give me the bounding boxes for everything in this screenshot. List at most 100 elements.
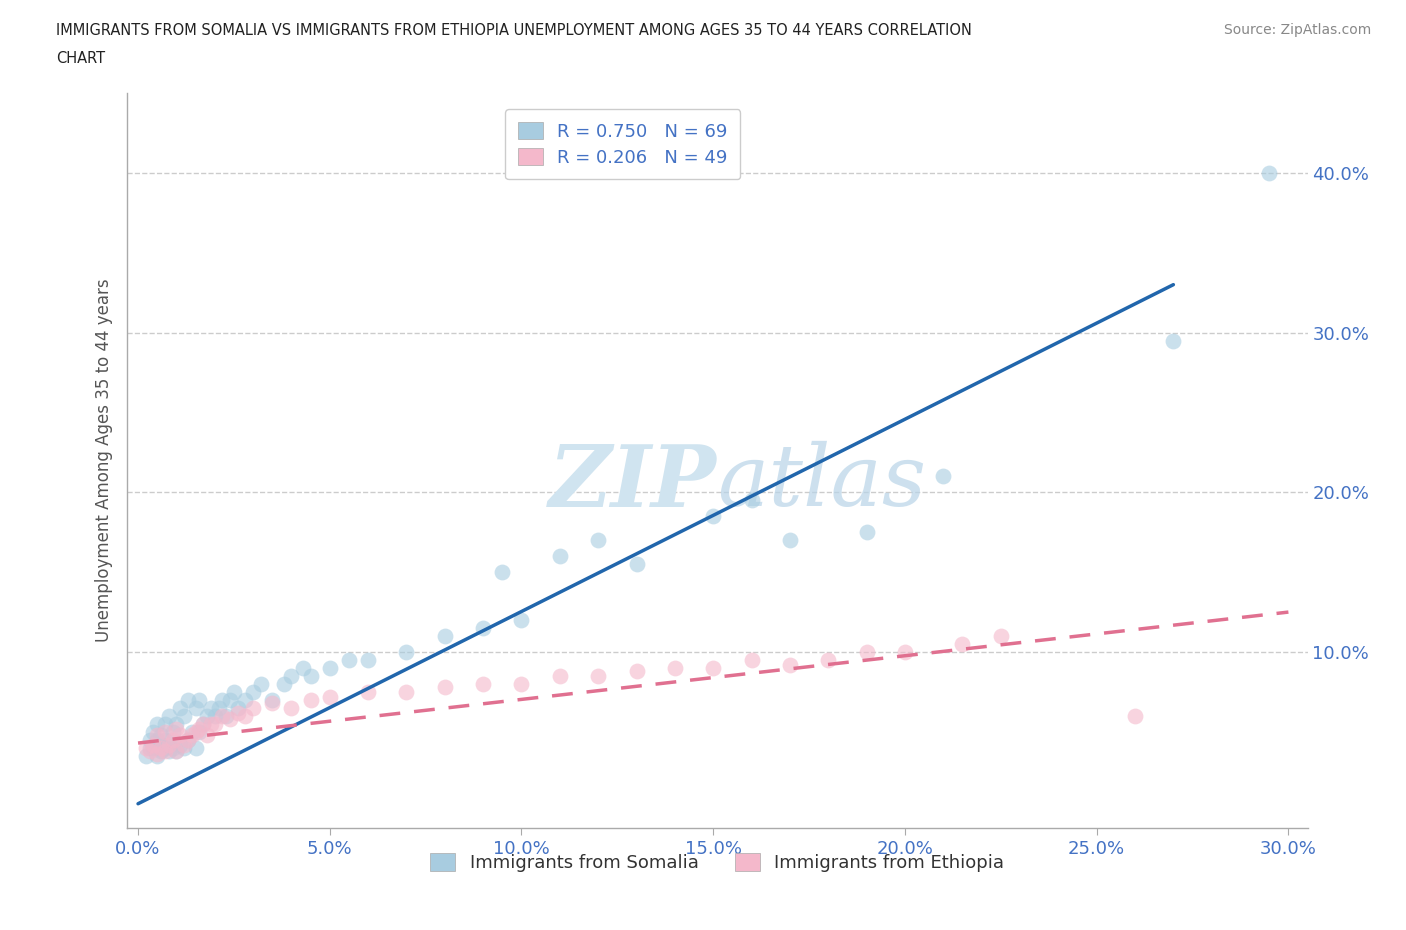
- Point: [173, 737, 195, 752]
- Point: [150, 744, 173, 759]
- Point: [157, 709, 180, 724]
- Point: [262, 696, 284, 711]
- Point: [249, 676, 271, 691]
- Point: [586, 669, 609, 684]
- Point: [952, 637, 974, 652]
- Point: [157, 744, 180, 759]
- Point: [138, 733, 160, 748]
- Point: [188, 722, 211, 737]
- Point: [235, 709, 257, 724]
- Point: [990, 629, 1012, 644]
- Point: [262, 693, 284, 708]
- Point: [299, 669, 322, 684]
- Point: [135, 740, 157, 755]
- Point: [173, 709, 195, 724]
- Point: [135, 749, 157, 764]
- Point: [817, 653, 839, 668]
- Point: [242, 700, 264, 715]
- Point: [510, 676, 533, 691]
- Point: [273, 676, 295, 691]
- Point: [1163, 333, 1185, 348]
- Point: [586, 533, 609, 548]
- Point: [193, 716, 215, 731]
- Point: [433, 629, 456, 644]
- Point: [357, 684, 380, 699]
- Point: [193, 716, 215, 731]
- Point: [165, 716, 187, 731]
- Point: [211, 709, 233, 724]
- Point: [235, 693, 257, 708]
- Point: [702, 509, 724, 524]
- Point: [222, 684, 245, 699]
- Point: [142, 740, 165, 755]
- Point: [395, 644, 418, 659]
- Point: [219, 693, 242, 708]
- Point: [472, 676, 495, 691]
- Point: [146, 747, 169, 762]
- Point: [219, 711, 242, 726]
- Point: [153, 740, 176, 755]
- Point: [215, 709, 238, 724]
- Point: [157, 737, 180, 752]
- Point: [741, 653, 763, 668]
- Point: [932, 469, 955, 484]
- Y-axis label: Unemployment Among Ages 35 to 44 years: Unemployment Among Ages 35 to 44 years: [94, 279, 112, 642]
- Point: [157, 737, 180, 752]
- Point: [150, 737, 173, 752]
- Point: [319, 689, 342, 704]
- Point: [142, 737, 165, 752]
- Point: [162, 733, 184, 748]
- Point: [357, 653, 380, 668]
- Point: [165, 722, 187, 737]
- Point: [184, 724, 207, 739]
- Point: [153, 716, 176, 731]
- Point: [291, 660, 314, 675]
- Legend: Immigrants from Somalia, Immigrants from Ethiopia: Immigrants from Somalia, Immigrants from…: [418, 841, 1017, 884]
- Point: [200, 700, 222, 715]
- Point: [165, 744, 187, 759]
- Point: [855, 525, 877, 539]
- Point: [280, 700, 302, 715]
- Point: [173, 740, 195, 755]
- Point: [162, 724, 184, 739]
- Point: [177, 733, 200, 748]
- Point: [395, 684, 418, 699]
- Point: [337, 653, 360, 668]
- Point: [138, 744, 160, 759]
- Point: [146, 733, 169, 748]
- Point: [195, 709, 218, 724]
- Point: [204, 709, 226, 724]
- Point: [491, 565, 513, 579]
- Point: [280, 669, 302, 684]
- Point: [779, 533, 801, 548]
- Point: [741, 493, 763, 508]
- Point: [319, 660, 342, 675]
- Point: [162, 740, 184, 755]
- Point: [472, 620, 495, 635]
- Point: [177, 733, 200, 748]
- Point: [299, 693, 322, 708]
- Point: [146, 716, 169, 731]
- Point: [226, 705, 249, 720]
- Point: [138, 740, 160, 755]
- Point: [184, 700, 207, 715]
- Point: [207, 700, 229, 715]
- Point: [153, 744, 176, 759]
- Point: [150, 740, 173, 755]
- Point: [146, 740, 169, 755]
- Point: [664, 660, 686, 675]
- Point: [433, 680, 456, 695]
- Point: [204, 716, 226, 731]
- Text: Source: ZipAtlas.com: Source: ZipAtlas.com: [1223, 23, 1371, 37]
- Point: [153, 724, 176, 739]
- Point: [177, 693, 200, 708]
- Point: [242, 684, 264, 699]
- Point: [548, 549, 571, 564]
- Point: [779, 658, 801, 672]
- Point: [894, 644, 917, 659]
- Point: [146, 727, 169, 742]
- Point: [150, 727, 173, 742]
- Point: [226, 700, 249, 715]
- Point: [180, 724, 202, 739]
- Point: [146, 749, 169, 764]
